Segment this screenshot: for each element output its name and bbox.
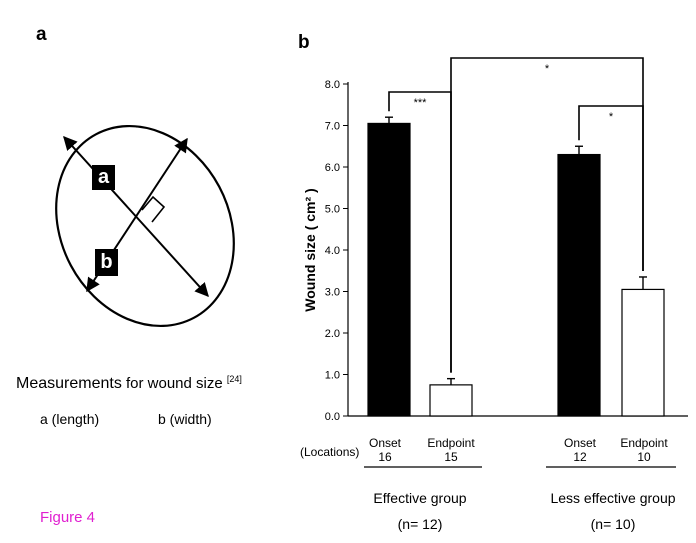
category-label: Onset <box>368 436 401 450</box>
bar <box>367 122 411 417</box>
location-count: 10 <box>637 450 651 464</box>
length-label-box: a <box>92 165 115 190</box>
category-label: Endpoint <box>620 436 668 450</box>
significance-bracket <box>450 57 644 373</box>
y-tick-label: 6.0 <box>325 162 340 174</box>
figure-label: Figure 4 <box>40 509 96 526</box>
bar <box>621 288 665 417</box>
locations-endpoint-effective: Endpoint 15 <box>424 436 478 464</box>
caption-ref: [24] <box>226 374 242 384</box>
y-tick-label: 2.0 <box>325 328 340 340</box>
category-label: Endpoint <box>427 436 475 450</box>
width-label-box: b <box>95 249 118 276</box>
locations-label: (Locations) <box>300 445 360 459</box>
y-tick-label: 1.0 <box>325 370 340 382</box>
y-tick-label: 8.0 <box>325 79 340 91</box>
bar <box>429 384 473 417</box>
category-label: Onset <box>563 436 596 450</box>
location-count: 16 <box>378 450 392 464</box>
location-count: 15 <box>444 450 458 464</box>
legend-width: b (width) <box>158 411 212 427</box>
y-tick-label: 7.0 <box>325 121 340 133</box>
caption-rest: for wound size <box>121 375 227 392</box>
significance-label: * <box>545 63 550 75</box>
y-tick-label: 5.0 <box>325 204 340 216</box>
right-angle-mark <box>141 195 166 223</box>
legend-length: a (length) <box>40 411 100 427</box>
caption-bold: Measurements <box>16 375 122 392</box>
group-n-effective: (n= 12) <box>397 516 443 532</box>
bar <box>557 153 601 417</box>
y-tick-label: 4.0 <box>325 245 340 257</box>
locations-onset-less: Onset 12 <box>555 436 605 464</box>
group-name-effective: Effective group <box>373 490 467 506</box>
significance-label: *** <box>414 97 428 109</box>
panel-a-label: a <box>36 24 47 45</box>
y-axis-title-text: Wound size ( cm² ) <box>302 188 318 312</box>
width-label: b <box>100 251 113 273</box>
locations-endpoint-less: Endpoint 10 <box>617 436 671 464</box>
y-tick-label: 0.0 <box>325 411 340 423</box>
significance-label: * <box>609 111 614 123</box>
group-n-less: (n= 10) <box>590 516 636 532</box>
location-count: 12 <box>573 450 587 464</box>
locations-onset-effective: Onset 16 <box>360 436 410 464</box>
length-label: a <box>97 166 110 188</box>
measurements-caption: Measurements for wound size [24] <box>16 374 242 393</box>
panel-b-label: b <box>298 32 310 53</box>
group-name-less: Less effective group <box>550 490 676 506</box>
y-tick-label: 3.0 <box>325 287 340 299</box>
